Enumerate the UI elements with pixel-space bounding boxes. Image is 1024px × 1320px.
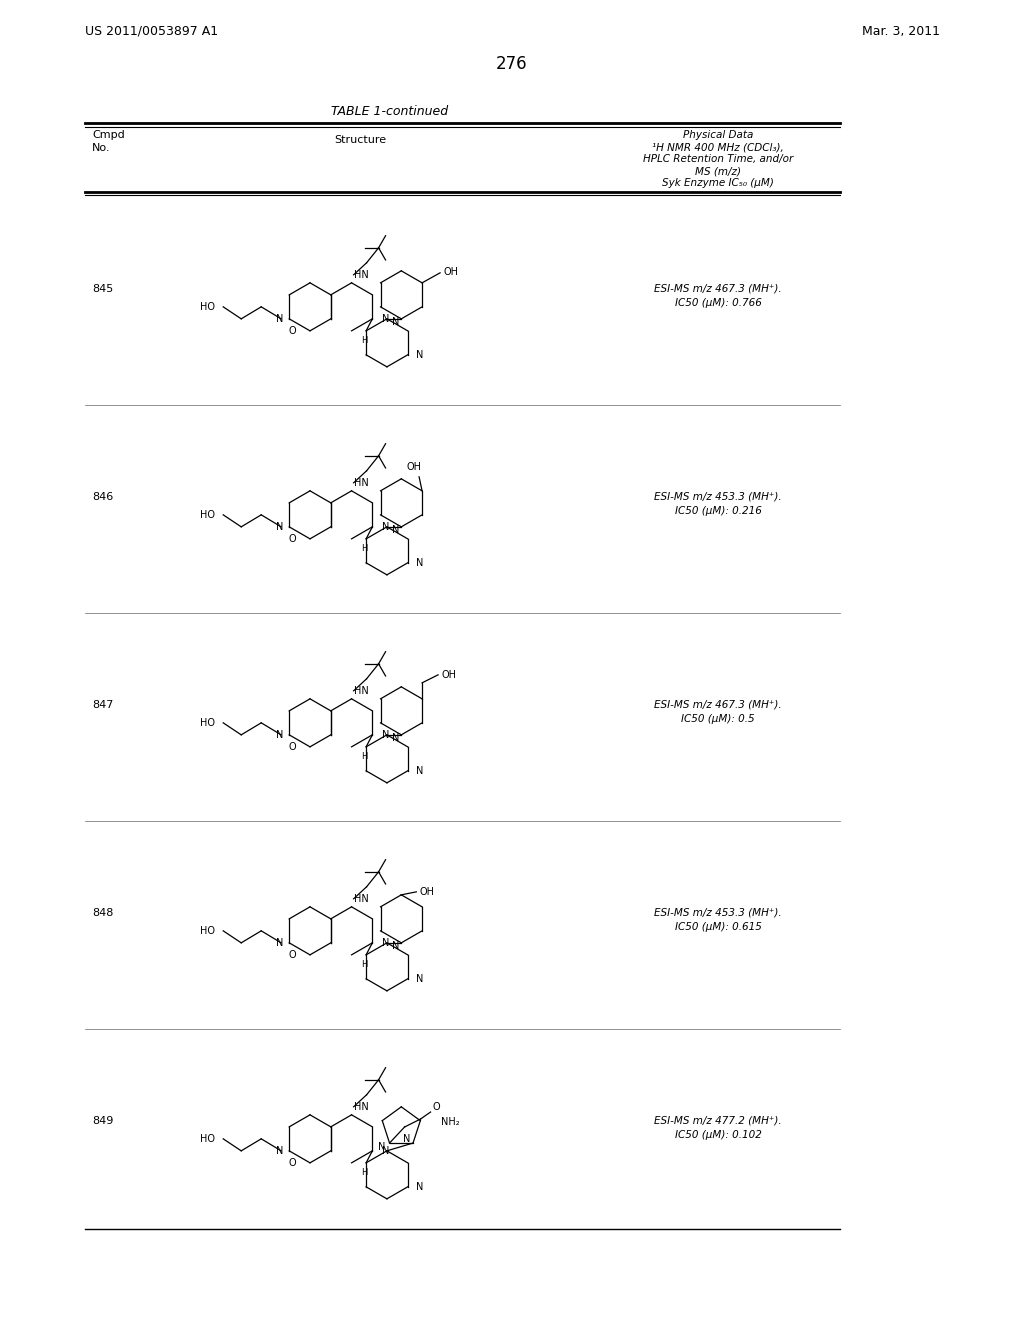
Text: N: N bbox=[275, 314, 283, 323]
Text: US 2011/0053897 A1: US 2011/0053897 A1 bbox=[85, 25, 218, 38]
Text: ¹H NMR 400 MHz (CDCl₃),: ¹H NMR 400 MHz (CDCl₃), bbox=[652, 143, 784, 152]
Text: HN: HN bbox=[353, 1102, 369, 1111]
Text: H: H bbox=[360, 544, 368, 553]
Text: N: N bbox=[391, 525, 399, 535]
Text: IC50 (μM): 0.216: IC50 (μM): 0.216 bbox=[675, 506, 762, 516]
Text: H: H bbox=[360, 752, 368, 760]
Text: H: H bbox=[360, 960, 368, 969]
Text: Cmpd: Cmpd bbox=[92, 129, 125, 140]
Text: H: H bbox=[360, 1168, 368, 1177]
Text: N: N bbox=[275, 937, 283, 948]
Text: 845: 845 bbox=[92, 284, 114, 294]
Text: O: O bbox=[432, 1102, 440, 1111]
Text: HPLC Retention Time, and/or: HPLC Retention Time, and/or bbox=[643, 154, 794, 164]
Text: ESI-MS m/z 477.2 (MH⁺).: ESI-MS m/z 477.2 (MH⁺). bbox=[654, 1115, 781, 1126]
Text: HN: HN bbox=[353, 686, 369, 696]
Text: Structure: Structure bbox=[334, 135, 386, 145]
Text: OH: OH bbox=[419, 887, 434, 896]
Text: 849: 849 bbox=[92, 1115, 114, 1126]
Text: N: N bbox=[275, 521, 283, 532]
Text: N: N bbox=[378, 1142, 385, 1152]
Text: N: N bbox=[416, 558, 423, 568]
Text: N: N bbox=[382, 730, 390, 739]
Text: O: O bbox=[288, 326, 296, 335]
Text: No.: No. bbox=[92, 143, 111, 153]
Text: NH₂: NH₂ bbox=[440, 1117, 459, 1127]
Text: N: N bbox=[275, 1146, 283, 1156]
Text: ESI-MS m/z 467.3 (MH⁺).: ESI-MS m/z 467.3 (MH⁺). bbox=[654, 284, 781, 294]
Text: N: N bbox=[391, 317, 399, 327]
Text: N: N bbox=[275, 730, 283, 739]
Text: ESI-MS m/z 467.3 (MH⁺).: ESI-MS m/z 467.3 (MH⁺). bbox=[654, 700, 781, 710]
Text: Mar. 3, 2011: Mar. 3, 2011 bbox=[862, 25, 940, 38]
Text: N: N bbox=[391, 941, 399, 950]
Text: 846: 846 bbox=[92, 492, 114, 502]
Text: HO: HO bbox=[200, 718, 215, 727]
Text: O: O bbox=[288, 1158, 296, 1168]
Text: HO: HO bbox=[200, 510, 215, 520]
Text: N: N bbox=[382, 1146, 390, 1156]
Text: 848: 848 bbox=[92, 908, 114, 917]
Text: N: N bbox=[382, 521, 390, 532]
Text: IC50 (μM): 0.615: IC50 (μM): 0.615 bbox=[675, 921, 762, 932]
Text: 276: 276 bbox=[497, 55, 527, 73]
Text: N: N bbox=[416, 350, 423, 360]
Text: TABLE 1-continued: TABLE 1-continued bbox=[332, 106, 449, 117]
Text: HN: HN bbox=[353, 269, 369, 280]
Text: HO: HO bbox=[200, 302, 215, 312]
Text: N: N bbox=[416, 1181, 423, 1192]
Text: N: N bbox=[382, 937, 390, 948]
Text: HO: HO bbox=[200, 925, 215, 936]
Text: OH: OH bbox=[441, 669, 456, 680]
Text: N: N bbox=[416, 974, 423, 983]
Text: N: N bbox=[382, 314, 390, 323]
Text: N: N bbox=[416, 766, 423, 776]
Text: ESI-MS m/z 453.3 (MH⁺).: ESI-MS m/z 453.3 (MH⁺). bbox=[654, 492, 781, 502]
Text: Physical Data: Physical Data bbox=[683, 129, 754, 140]
Text: IC50 (μM): 0.102: IC50 (μM): 0.102 bbox=[675, 1130, 762, 1140]
Text: OH: OH bbox=[407, 462, 422, 471]
Text: O: O bbox=[288, 533, 296, 544]
Text: ESI-MS m/z 453.3 (MH⁺).: ESI-MS m/z 453.3 (MH⁺). bbox=[654, 908, 781, 917]
Text: HO: HO bbox=[200, 1134, 215, 1144]
Text: N: N bbox=[403, 1134, 411, 1144]
Text: HN: HN bbox=[353, 894, 369, 904]
Text: N: N bbox=[391, 733, 399, 743]
Text: IC50 (μM): 0.766: IC50 (μM): 0.766 bbox=[675, 298, 762, 308]
Text: O: O bbox=[288, 742, 296, 752]
Text: OH: OH bbox=[443, 267, 458, 277]
Text: 847: 847 bbox=[92, 700, 114, 710]
Text: H: H bbox=[360, 335, 368, 345]
Text: O: O bbox=[288, 950, 296, 960]
Text: IC50 (μM): 0.5: IC50 (μM): 0.5 bbox=[681, 714, 755, 723]
Text: Syk Enzyme IC₅₀ (μM): Syk Enzyme IC₅₀ (μM) bbox=[663, 178, 774, 187]
Text: MS (m/z): MS (m/z) bbox=[695, 166, 741, 176]
Text: HN: HN bbox=[353, 478, 369, 488]
